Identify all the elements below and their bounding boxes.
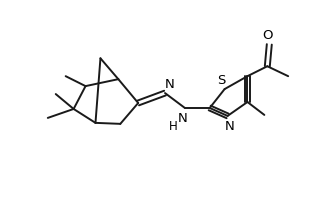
Text: N: N [165,77,175,90]
Text: N: N [178,112,188,125]
Text: N: N [225,120,234,133]
Text: H: H [169,120,177,133]
Text: O: O [262,29,273,42]
Text: S: S [217,73,226,86]
